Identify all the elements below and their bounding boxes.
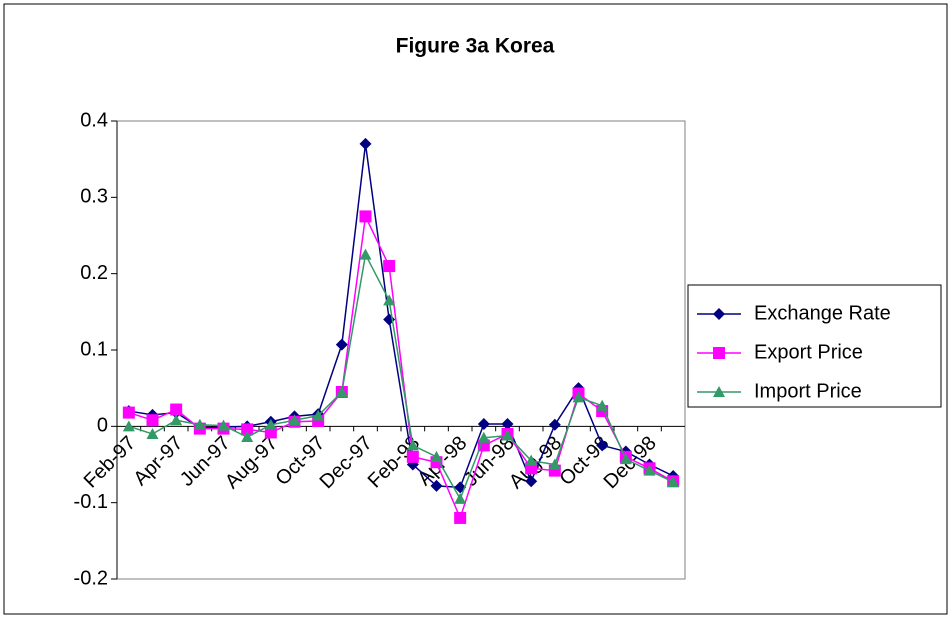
data-point xyxy=(146,414,159,427)
data-point xyxy=(122,420,135,432)
legend-label: Import Price xyxy=(754,380,862,402)
data-point xyxy=(548,418,561,431)
data-point xyxy=(501,418,514,431)
data-point xyxy=(146,427,159,439)
legend-marker xyxy=(713,308,725,320)
data-point xyxy=(359,137,372,150)
data-point xyxy=(288,414,301,426)
data-point xyxy=(217,419,230,431)
data-point xyxy=(359,248,372,260)
legend-label: Exchange Rate xyxy=(754,302,891,324)
data-point xyxy=(335,338,348,351)
data-point xyxy=(264,418,277,430)
data-point xyxy=(241,423,254,436)
chart-title: Figure 3a Korea xyxy=(396,35,555,58)
data-point xyxy=(406,450,419,463)
legend xyxy=(687,284,942,408)
y-tick-label: 0.2 xyxy=(80,262,108,284)
data-point xyxy=(170,403,183,416)
data-point xyxy=(525,454,538,466)
data-point xyxy=(454,511,467,524)
data-point xyxy=(477,431,490,443)
data-point xyxy=(193,418,206,430)
data-point xyxy=(643,464,656,476)
data-point xyxy=(122,406,135,419)
y-tick-label: -0.2 xyxy=(74,567,108,589)
legend-marker xyxy=(713,347,725,359)
legend-marker xyxy=(713,386,725,397)
y-tick-label: -0.1 xyxy=(74,491,108,513)
y-tick-label: 0.4 xyxy=(80,109,108,131)
data-point xyxy=(596,399,609,411)
y-tick-label: 0 xyxy=(97,415,108,437)
data-point xyxy=(619,453,632,465)
data-point xyxy=(525,475,538,488)
data-point xyxy=(383,260,396,273)
data-point xyxy=(241,431,254,443)
legend-label: Export Price xyxy=(754,341,863,363)
data-point xyxy=(501,429,514,441)
data-point xyxy=(477,418,490,431)
data-point xyxy=(406,439,419,451)
data-point xyxy=(312,409,325,421)
data-point xyxy=(359,210,372,223)
data-point xyxy=(548,458,561,470)
data-point xyxy=(667,476,680,488)
y-tick-label: 0.1 xyxy=(80,338,108,360)
data-point xyxy=(335,385,348,397)
data-point xyxy=(572,391,585,403)
y-tick-label: 0.3 xyxy=(80,186,108,208)
plot-area xyxy=(116,120,686,580)
data-point xyxy=(170,414,183,426)
data-point xyxy=(383,294,396,306)
data-point xyxy=(596,439,609,452)
data-point xyxy=(430,450,443,462)
data-point xyxy=(430,479,443,492)
data-point xyxy=(454,492,467,504)
